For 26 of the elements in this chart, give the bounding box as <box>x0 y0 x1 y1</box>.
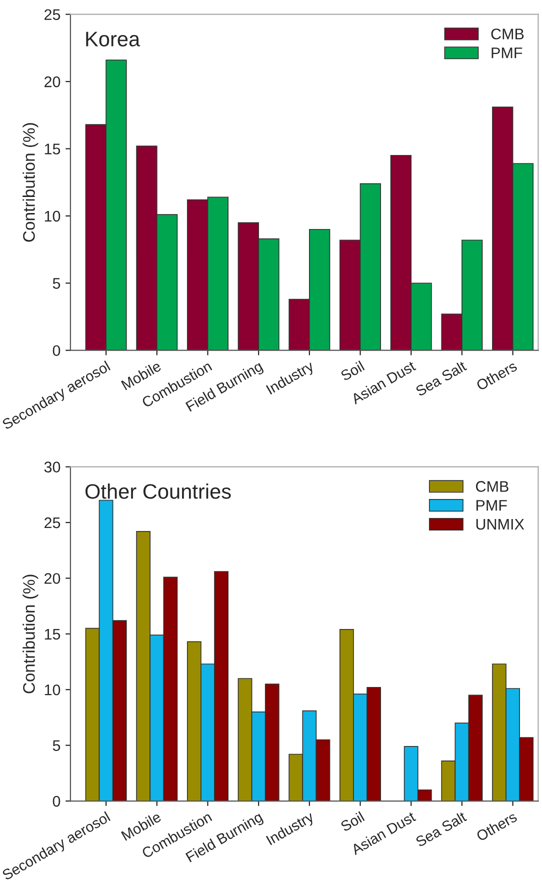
x-tick-label: Sea Salt <box>414 360 468 397</box>
y-tick-label: 10 <box>44 210 60 222</box>
y-tick-label: 25 <box>44 517 60 528</box>
y-tick-label: 5 <box>52 740 60 752</box>
y-tick-label: 10 <box>44 684 60 696</box>
text: Other Countries <box>85 484 231 499</box>
y-axis-title: Contribution (%) <box>22 574 38 694</box>
x-tick-label: Sea Salt <box>414 810 468 848</box>
y-tick-label: 0 <box>52 345 60 356</box>
x-tick-label: Soil <box>340 811 365 832</box>
y-tick-label: 25 <box>44 9 60 20</box>
legend-label: UNMIX <box>476 519 524 530</box>
y-tick-label: 5 <box>52 278 60 289</box>
y-tick-label: 30 <box>44 462 60 472</box>
y-tick-label: 0 <box>52 796 60 807</box>
legend-label: PMF <box>476 500 507 511</box>
y-axis-title: Contribution (%) <box>22 123 38 242</box>
y-tick-label: 20 <box>44 573 60 584</box>
legend-label: CMB <box>476 481 508 492</box>
legend-label: PMF <box>492 48 522 58</box>
y-tick-label: 15 <box>44 628 60 640</box>
legend-label: CMB <box>491 28 524 40</box>
y-tick-label: 15 <box>44 144 60 154</box>
x-tick-label: Soil <box>340 360 365 382</box>
text: Korea <box>86 32 140 46</box>
y-tick-label: 20 <box>44 76 60 88</box>
